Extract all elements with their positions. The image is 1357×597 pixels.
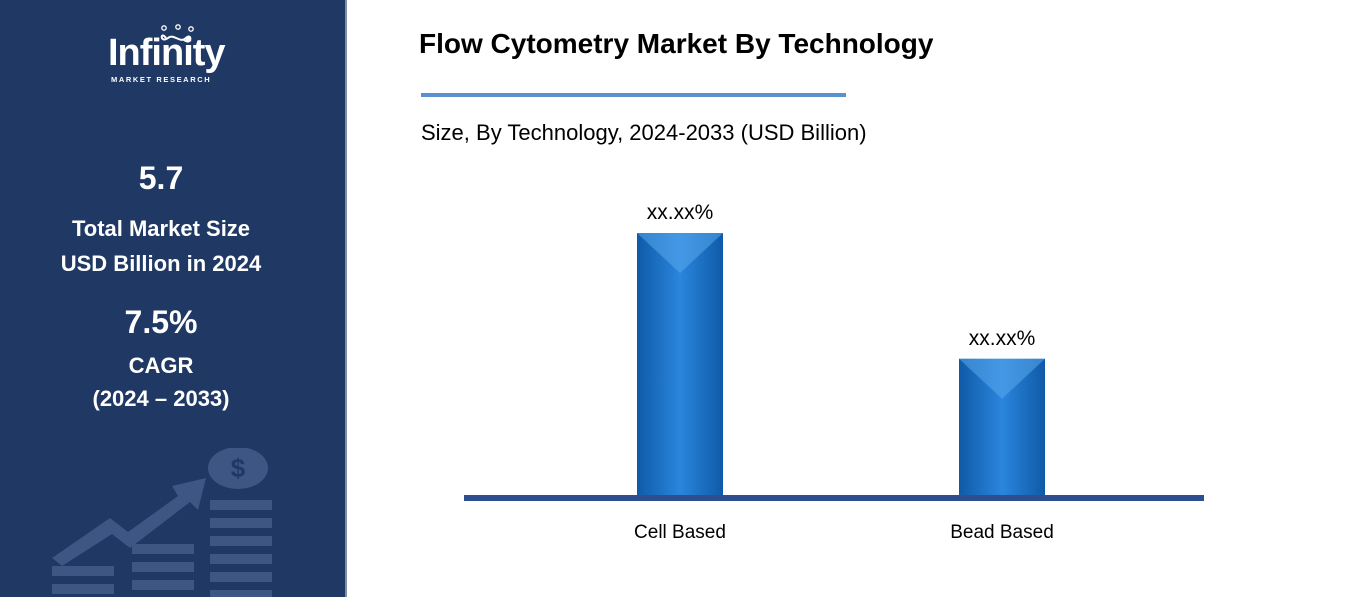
x-axis-baseline bbox=[464, 495, 1204, 501]
dollar-growth-icon: $ bbox=[52, 448, 272, 597]
data-label: xx.xx% bbox=[969, 327, 1036, 350]
sidebar-divider bbox=[345, 0, 347, 597]
chart-subtitle: Size, By Technology, 2024-2033 (USD Bill… bbox=[421, 120, 867, 145]
cagr-label: CAGR bbox=[128, 353, 194, 378]
bar-cell-based bbox=[637, 233, 723, 495]
cagr-value: 7.5% bbox=[124, 304, 198, 340]
cagr-period: (2024 – 2033) bbox=[92, 386, 230, 411]
market-size-value: 5.7 bbox=[138, 160, 184, 196]
chart-title: Flow Cytometry Market By Technology bbox=[419, 28, 934, 59]
market-size-label-line2: USD Billion in 2024 bbox=[60, 251, 262, 276]
brand-name: Infinity bbox=[108, 32, 226, 74]
title-underline bbox=[421, 93, 846, 97]
bar-chart: xx.xx% Cell Based xx.xx% Bead Based bbox=[464, 201, 1204, 543]
data-label: xx.xx% bbox=[647, 201, 714, 224]
bar-highlight bbox=[959, 358, 1045, 399]
market-size-label-line1: Total Market Size bbox=[71, 216, 251, 241]
infinity-logo-icon bbox=[160, 24, 194, 43]
x-tick-label: Bead Based bbox=[950, 522, 1054, 543]
x-tick-label: Cell Based bbox=[634, 522, 726, 543]
brand-tagline: MARKET RESEARCH bbox=[111, 75, 212, 84]
bar-highlight bbox=[637, 233, 723, 273]
brand-logo: Infinity MARKET RESEARCH bbox=[0, 24, 345, 88]
svg-text:$: $ bbox=[231, 453, 246, 483]
sidebar: Infinity MARKET RESEARCH 5.7 Total Marke… bbox=[0, 0, 345, 597]
